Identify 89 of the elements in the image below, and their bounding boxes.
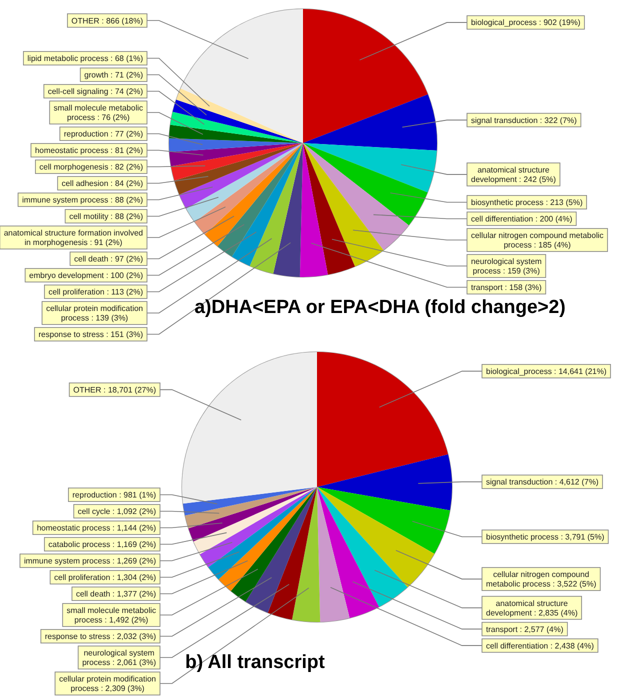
pie-slice xyxy=(208,487,317,580)
pie-slice xyxy=(317,487,450,554)
slice-label: small molecule metabolic process : 1,492 (2%) xyxy=(66,606,156,624)
slice-label: homeostatic process : 1,144 (2%) xyxy=(36,524,156,532)
slice-label: transport : 2,577 (4%) xyxy=(486,624,564,634)
slice-label: immune system process : 1,269 (2%) xyxy=(24,556,156,566)
pie-slice xyxy=(317,352,448,487)
pie-slice xyxy=(183,487,317,516)
pie-slice xyxy=(303,143,437,192)
slice-label: neurological system process : 2,061 (3%) xyxy=(82,648,156,667)
slice-label: signal transduction : 4,612 (7%) xyxy=(486,478,599,487)
pie-slice xyxy=(193,487,317,554)
pie-slice xyxy=(292,487,320,622)
slice-label: small molecule metabolic process : 76 (2%) xyxy=(54,104,144,122)
pie-slice xyxy=(180,9,303,143)
slice-label: cell cycle : 1,092 (2%) xyxy=(78,507,156,516)
pie-slice xyxy=(170,112,303,143)
slice-label: reproduction : 981 (1%) xyxy=(72,490,156,500)
slice-label: cell proliferation : 113 (2%) xyxy=(48,288,144,296)
slice-label: response to stress : 151 (3%) xyxy=(38,330,144,339)
pie-slice xyxy=(303,143,409,250)
pie-slice xyxy=(169,143,303,166)
pie-slice xyxy=(218,487,317,591)
pie-slice xyxy=(303,143,355,275)
pie-slice xyxy=(317,487,408,607)
slice-label: signal transduction : 322 (7%) xyxy=(470,116,578,125)
pie-slice xyxy=(303,143,384,267)
pie-slice xyxy=(317,487,434,588)
pie-slice xyxy=(303,94,437,151)
pie-slice xyxy=(232,143,303,266)
slice-label: cell proliferation : 1,304 (2%) xyxy=(54,573,156,582)
pie-slice xyxy=(273,143,303,277)
slice-label: cellular protein modification process : 2,309 (3%) xyxy=(59,674,156,693)
slice-label: cellular nitrogen compound metabolic process : 185 (4%) xyxy=(470,231,604,250)
slice-label: cell-cell signaling : 74 (2%) xyxy=(48,87,144,96)
pie-slice xyxy=(317,454,452,510)
slice-label: OTHER : 18,701 (27%) xyxy=(73,385,156,394)
pie-slice xyxy=(171,143,303,180)
slice-label: biosynthetic process : 213 (5%) xyxy=(471,198,583,207)
slice-label: cell differentiation : 200 (4%) xyxy=(470,214,573,224)
slice-label: cell morphogenesis : 82 (2%) xyxy=(39,162,144,172)
slice-label: homeostatic process : 81 (2%) xyxy=(34,146,144,155)
pie-slice xyxy=(204,143,303,246)
pie-slice xyxy=(317,487,350,622)
slice-label: cell death : 1,377 (2%) xyxy=(76,590,156,598)
pie-slice xyxy=(246,487,317,613)
slice-label: biological_process : 902 (19%) xyxy=(470,18,581,28)
slice-label: transport : 158 (3%) xyxy=(471,283,542,292)
pie-slice xyxy=(218,143,303,257)
pie-slice xyxy=(172,100,303,143)
slice-label: cell death : 97 (2%) xyxy=(74,254,144,264)
slice-label: immune system process : 88 (2%) xyxy=(22,196,144,204)
pie-slice xyxy=(268,487,317,620)
slice-label: anatomical structure development : 242 (5%) xyxy=(471,165,556,184)
pie-slice xyxy=(300,143,328,277)
slice-label: embryo development : 100 (2%) xyxy=(29,271,144,280)
slice-label: cell differentiation : 2,438 (4%) xyxy=(486,641,594,650)
slice-label: biosynthetic process : 3,791 (5%) xyxy=(486,532,605,542)
pie-slice xyxy=(186,143,303,222)
pie-slice xyxy=(169,124,303,143)
pie-slice xyxy=(230,487,317,602)
slice-label: cellular nitrogen compound metabolic process : 3,522 (5%) xyxy=(486,570,597,589)
slice-label: anatomical structure formation involved in morphogenesis : 91 (2%) xyxy=(4,228,144,247)
pie-slice xyxy=(182,352,317,504)
slice-label: cell motility : 88 (2%) xyxy=(69,212,144,221)
slice-label: response to stress : 2,032 (3%) xyxy=(44,632,156,641)
pie-slice xyxy=(250,143,303,274)
pie-slice xyxy=(188,487,317,542)
pie-slice xyxy=(174,143,303,195)
slice-label: cell adhesion : 84 (2%) xyxy=(62,179,144,188)
slice-label: cellular protein modification process : 139 (3%) xyxy=(46,304,143,322)
slice-label: anatomical structure development : 2,835 (4%) xyxy=(486,598,578,618)
pie-slice xyxy=(303,9,428,143)
text: a)DHA<EPA or EPA<DHA (fold change>2) xyxy=(194,297,566,319)
pie-slice xyxy=(303,143,428,226)
pie-slice xyxy=(200,487,317,568)
slice-label: neurological system process : 159 (3%) xyxy=(471,257,542,276)
slice-label: catabolic process : 1,169 (2%) xyxy=(48,540,156,549)
pie-slice xyxy=(179,143,303,209)
slice-label: growth : 71 (2%) xyxy=(84,70,144,80)
pie-slice xyxy=(176,88,303,143)
slice-label: OTHER : 866 (18%) xyxy=(71,16,144,26)
slice-label: lipid metabolic process : 68 (1%) xyxy=(27,54,144,63)
slice-label: reproduction : 77 (2%) xyxy=(64,130,144,138)
pie-slice xyxy=(317,487,380,618)
pie-slice xyxy=(185,487,317,528)
text: b) All transcript xyxy=(185,652,325,674)
slice-label: biological_process : 14,641 (21%) xyxy=(486,366,607,376)
pie-slice xyxy=(194,143,303,234)
